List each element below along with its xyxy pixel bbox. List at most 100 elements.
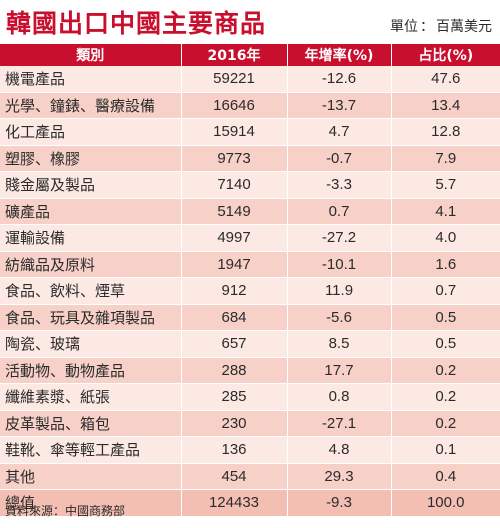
growth-rate-cell: -13.7 bbox=[287, 92, 392, 119]
column-header-share: 占比(%) bbox=[391, 44, 500, 66]
category-cell: 化工產品 bbox=[0, 118, 182, 146]
share-cell: 0.1 bbox=[391, 436, 500, 464]
category-cell: 皮革製品、箱包 bbox=[0, 410, 182, 437]
category-cell: 食品、飲料、煙草 bbox=[0, 277, 182, 305]
table-row: 皮革製品、箱包 230 -27.1 0.2 bbox=[0, 410, 500, 437]
table-row: 塑膠、橡膠 9773 -0.7 7.9 bbox=[0, 145, 500, 172]
share-cell: 0.7 bbox=[391, 277, 500, 305]
category-cell: 食品、玩具及雜項製品 bbox=[0, 304, 182, 331]
table-row: 其他 454 29.3 0.4 bbox=[0, 463, 500, 490]
category-cell: 纖維素漿、紙張 bbox=[0, 383, 182, 411]
table-row: 光學、鐘錶、醫療設備 16646 -13.7 13.4 bbox=[0, 92, 500, 119]
source-note: 資料來源：中國商務部 bbox=[5, 504, 126, 518]
category-cell: 紡織品及原料 bbox=[0, 251, 182, 278]
growth-rate-cell: 8.5 bbox=[287, 330, 392, 358]
table-row: 陶瓷、玻璃 657 8.5 0.5 bbox=[0, 330, 500, 358]
value-2016-cell: 454 bbox=[181, 463, 288, 490]
value-2016-cell: 15914 bbox=[181, 118, 288, 146]
value-2016-cell: 5149 bbox=[181, 198, 288, 225]
total-row: 總值 124433 -9.3 100.0 bbox=[0, 489, 500, 517]
category-cell: 其他 bbox=[0, 463, 182, 490]
share-cell: 4.0 bbox=[391, 224, 500, 252]
growth-rate-cell: 4.8 bbox=[287, 436, 392, 464]
table-row: 活動物、動物產品 288 17.7 0.2 bbox=[0, 357, 500, 384]
share-cell: 47.6 bbox=[391, 66, 500, 93]
growth-rate-cell: -9.3 bbox=[287, 489, 392, 517]
category-cell: 賤金屬及製品 bbox=[0, 171, 182, 199]
share-cell: 12.8 bbox=[391, 118, 500, 146]
growth-rate-cell: -3.3 bbox=[287, 171, 392, 199]
table-row: 食品、玩具及雜項製品 684 -5.6 0.5 bbox=[0, 304, 500, 331]
category-cell: 運輸設備 bbox=[0, 224, 182, 252]
table-row: 纖維素漿、紙張 285 0.8 0.2 bbox=[0, 383, 500, 411]
category-cell: 總值 bbox=[0, 489, 182, 517]
category-cell: 陶瓷、玻璃 bbox=[0, 330, 182, 358]
share-cell: 7.9 bbox=[391, 145, 500, 172]
share-cell: 0.2 bbox=[391, 383, 500, 411]
growth-rate-cell: -27.2 bbox=[287, 224, 392, 252]
growth-rate-cell: 0.8 bbox=[287, 383, 392, 411]
table-body: 機電產品 59221 -12.6 47.6 光學、鐘錶、醫療設備 16646 -13.7 13… bbox=[0, 66, 500, 517]
header-row: 類別 2016年 年增率(%) 占比(%) bbox=[0, 44, 500, 66]
value-2016-cell: 684 bbox=[181, 304, 288, 331]
growth-rate-cell: 0.7 bbox=[287, 198, 392, 225]
share-cell: 100.0 bbox=[391, 489, 500, 517]
chart-title: 韓國出口中國主要商品 bbox=[6, 9, 267, 38]
table-row: 運輸設備 4997 -27.2 4.0 bbox=[0, 224, 500, 252]
share-cell: 0.5 bbox=[391, 304, 500, 331]
share-cell: 13.4 bbox=[391, 92, 500, 119]
column-header-growth: 年增率(%) bbox=[287, 44, 392, 66]
unit-value: 百萬美元 bbox=[436, 19, 492, 35]
category-cell: 活動物、動物產品 bbox=[0, 357, 182, 384]
share-cell: 5.7 bbox=[391, 171, 500, 199]
value-2016-cell: 1947 bbox=[181, 251, 288, 278]
category-cell: 礦產品 bbox=[0, 198, 182, 225]
growth-rate-cell: 4.7 bbox=[287, 118, 392, 146]
value-2016-cell: 4997 bbox=[181, 224, 288, 252]
value-2016-cell: 288 bbox=[181, 357, 288, 384]
value-2016-cell: 16646 bbox=[181, 92, 288, 119]
growth-rate-cell: -0.7 bbox=[287, 145, 392, 172]
value-2016-cell: 230 bbox=[181, 410, 288, 437]
value-2016-cell: 124433 bbox=[181, 489, 288, 517]
column-header-category: 類別 bbox=[0, 44, 182, 66]
share-cell: 0.5 bbox=[391, 330, 500, 358]
growth-rate-cell: -10.1 bbox=[287, 251, 392, 278]
table-row: 化工產品 15914 4.7 12.8 bbox=[0, 118, 500, 146]
value-2016-cell: 59221 bbox=[181, 66, 288, 93]
table-row: 賤金屬及製品 7140 -3.3 5.7 bbox=[0, 171, 500, 199]
column-header-2016: 2016年 bbox=[181, 44, 288, 66]
category-cell: 光學、鐘錶、醫療設備 bbox=[0, 92, 182, 119]
export-table: 類別 2016年 年增率(%) 占比(%) 機電產品 59221 -12.6 47.6 光學、… bbox=[0, 44, 500, 517]
category-cell: 塑膠、橡膠 bbox=[0, 145, 182, 172]
table-row: 紡織品及原料 1947 -10.1 1.6 bbox=[0, 251, 500, 278]
unit-label-text: 單位 bbox=[390, 19, 418, 35]
value-2016-cell: 136 bbox=[181, 436, 288, 464]
value-2016-cell: 912 bbox=[181, 277, 288, 305]
header: 韓國出口中國主要商品 單位：百萬美元 bbox=[0, 0, 500, 44]
value-2016-cell: 657 bbox=[181, 330, 288, 358]
unit-label: 單位：百萬美元 bbox=[390, 16, 492, 36]
value-2016-cell: 285 bbox=[181, 383, 288, 411]
table-header: 類別 2016年 年增率(%) 占比(%) bbox=[0, 44, 500, 66]
share-cell: 0.2 bbox=[391, 410, 500, 437]
growth-rate-cell: -12.6 bbox=[287, 66, 392, 93]
growth-rate-cell: 11.9 bbox=[287, 277, 392, 305]
table-row: 機電產品 59221 -12.6 47.6 bbox=[0, 66, 500, 93]
growth-rate-cell: 29.3 bbox=[287, 463, 392, 490]
growth-rate-cell: 17.7 bbox=[287, 357, 392, 384]
table-row: 鞋靴、傘等輕工產品 136 4.8 0.1 bbox=[0, 436, 500, 464]
share-cell: 0.4 bbox=[391, 463, 500, 490]
share-cell: 0.2 bbox=[391, 357, 500, 384]
value-2016-cell: 9773 bbox=[181, 145, 288, 172]
share-cell: 4.1 bbox=[391, 198, 500, 225]
unit-separator: ： bbox=[420, 19, 434, 35]
category-cell: 機電產品 bbox=[0, 66, 182, 93]
value-2016-cell: 7140 bbox=[181, 171, 288, 199]
table-row: 礦產品 5149 0.7 4.1 bbox=[0, 198, 500, 225]
growth-rate-cell: -27.1 bbox=[287, 410, 392, 437]
table-row: 食品、飲料、煙草 912 11.9 0.7 bbox=[0, 277, 500, 305]
growth-rate-cell: -5.6 bbox=[287, 304, 392, 331]
share-cell: 1.6 bbox=[391, 251, 500, 278]
